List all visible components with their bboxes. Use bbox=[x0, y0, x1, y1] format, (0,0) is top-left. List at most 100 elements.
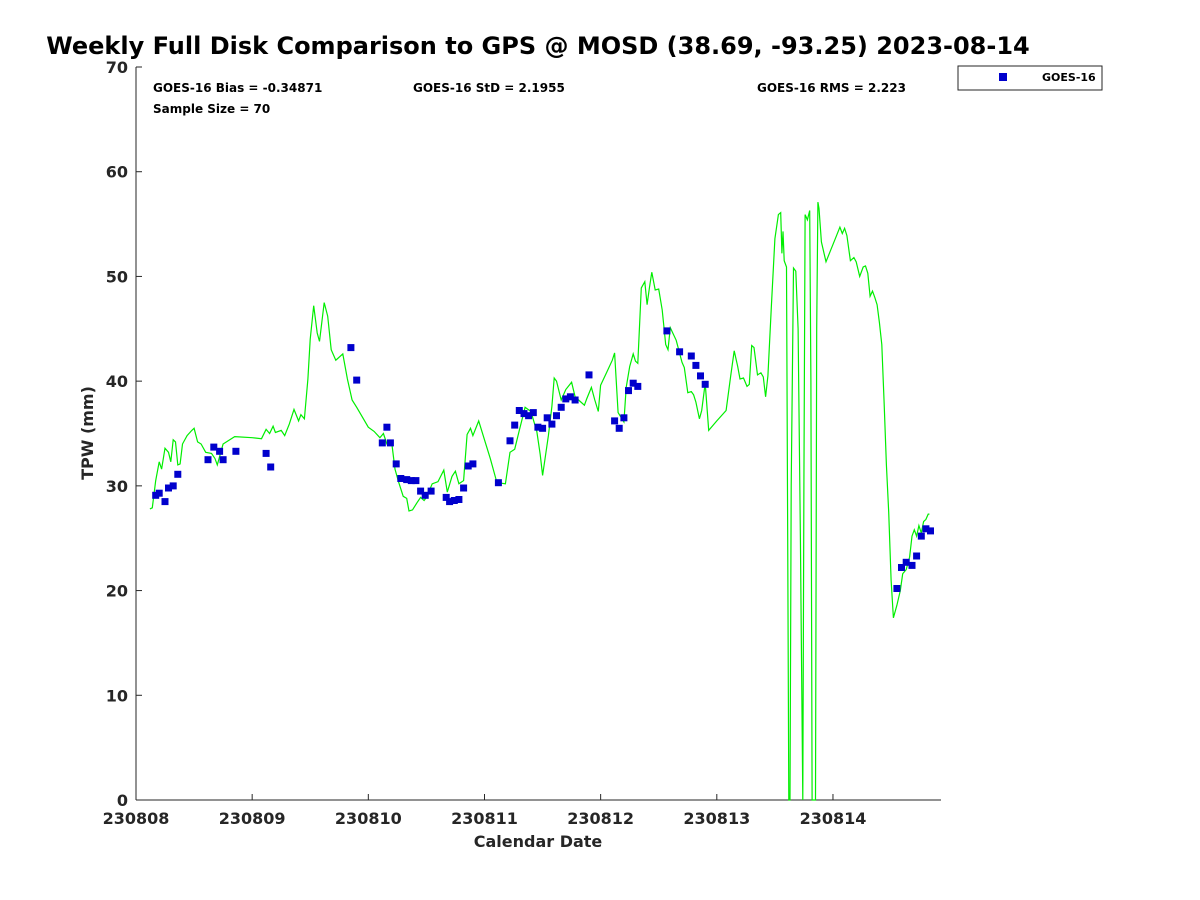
stat-bias: GOES-16 Bias = -0.34871 bbox=[153, 81, 322, 95]
goes16-point bbox=[898, 564, 905, 571]
x-tick-label: 230809 bbox=[219, 809, 286, 828]
stat-rms: GOES-16 RMS = 2.223 bbox=[757, 81, 906, 95]
goes16-point bbox=[566, 393, 574, 401]
series-layer bbox=[149, 201, 934, 801]
goes16-point bbox=[494, 479, 502, 487]
goes16-point bbox=[155, 489, 163, 497]
goes16-point bbox=[557, 403, 565, 411]
goes16-point bbox=[663, 327, 671, 335]
x-tick-label: 230811 bbox=[451, 809, 518, 828]
legend: GOES-16 bbox=[957, 65, 1103, 91]
goes16-point bbox=[534, 423, 542, 431]
goes16-point bbox=[174, 470, 182, 478]
y-tick-label: 50 bbox=[106, 267, 128, 286]
x-axis-ticks: 230808 230809 230810 230811 230812 230813 2308… bbox=[103, 794, 867, 828]
goes16-point bbox=[585, 371, 593, 379]
x-tick-label: 230810 bbox=[335, 809, 402, 828]
x-tick-label: 230808 bbox=[103, 809, 170, 828]
goes16-point bbox=[620, 414, 628, 422]
goes16-point bbox=[571, 396, 579, 404]
goes16-point bbox=[687, 352, 695, 360]
y-tick-label: 40 bbox=[106, 372, 128, 391]
goes16-point bbox=[204, 456, 212, 464]
y-axis-label: TPW (mm) bbox=[78, 386, 97, 480]
goes16-point bbox=[562, 395, 570, 403]
y-tick-label: 0 bbox=[117, 791, 128, 810]
goes16-point bbox=[615, 424, 623, 432]
goes16-point bbox=[442, 493, 450, 501]
goes16-point bbox=[169, 482, 177, 490]
plot-frame bbox=[136, 67, 941, 800]
goes16-point bbox=[407, 477, 415, 485]
goes16-point bbox=[625, 387, 632, 395]
x-tick-label: 230814 bbox=[800, 809, 867, 828]
goes16-point bbox=[908, 561, 916, 569]
goes16-point bbox=[161, 498, 169, 506]
goes16-point bbox=[469, 460, 477, 468]
y-tick-label: 60 bbox=[106, 163, 128, 182]
gps-line bbox=[149, 201, 930, 801]
goes16-point bbox=[464, 462, 472, 470]
goes16-point bbox=[460, 484, 468, 492]
goes16-point bbox=[450, 497, 458, 504]
goes16-point bbox=[232, 447, 240, 455]
goes16-point bbox=[913, 552, 921, 560]
x-tick-label: 230812 bbox=[567, 809, 634, 828]
y-tick-label: 70 bbox=[106, 58, 128, 77]
y-tick-label: 30 bbox=[106, 477, 128, 496]
legend-marker-goes16 bbox=[999, 73, 1007, 81]
goes16-point bbox=[927, 527, 934, 535]
goes16-point bbox=[539, 424, 547, 432]
goes16-point bbox=[378, 439, 386, 447]
x-tick-label: 230813 bbox=[683, 809, 750, 828]
goes16-point bbox=[543, 414, 551, 422]
goes16-point bbox=[902, 558, 910, 566]
goes16-point bbox=[697, 372, 704, 380]
y-tick-label: 20 bbox=[106, 582, 128, 601]
goes16-point bbox=[511, 421, 519, 429]
goes16-point bbox=[262, 449, 270, 457]
goes16-point bbox=[417, 487, 425, 495]
goes16-point bbox=[165, 484, 172, 492]
goes16-point bbox=[421, 491, 429, 499]
goes16-point bbox=[392, 460, 400, 468]
goes16-point bbox=[701, 380, 709, 388]
stat-sample-size: Sample Size = 70 bbox=[153, 102, 270, 116]
goes16-point bbox=[383, 423, 391, 431]
goes16-point bbox=[529, 409, 537, 417]
goes16-point bbox=[506, 437, 514, 445]
goes16-point bbox=[893, 585, 901, 592]
goes16-point bbox=[692, 361, 700, 369]
y-tick-label: 10 bbox=[106, 686, 128, 705]
goes16-point bbox=[347, 344, 355, 352]
goes16-point bbox=[267, 463, 275, 471]
goes16-point bbox=[515, 407, 523, 414]
goes16-point bbox=[455, 496, 463, 503]
goes16-point bbox=[525, 412, 533, 420]
goes16-point bbox=[676, 348, 684, 356]
plot-area: 0 10 20 30 40 50 60 70 230808 230809 230810 230811… bbox=[103, 58, 941, 828]
goes16-point bbox=[634, 382, 642, 390]
goes16-point bbox=[412, 477, 420, 485]
chart-title: Weekly Full Disk Comparison to GPS @ MOS… bbox=[46, 32, 1029, 60]
stat-std: GOES-16 StD = 2.1955 bbox=[413, 81, 565, 95]
goes16-point bbox=[629, 379, 637, 387]
goes16-point bbox=[210, 443, 218, 451]
goes16-point bbox=[219, 456, 227, 464]
goes16-point bbox=[611, 417, 619, 425]
goes16-point bbox=[397, 475, 405, 482]
goes16-point bbox=[922, 525, 930, 533]
goes16-point bbox=[446, 498, 454, 506]
x-axis-label: Calendar Date bbox=[474, 832, 603, 851]
goes16-point bbox=[520, 410, 528, 418]
legend-box bbox=[957, 65, 1103, 91]
goes16-point bbox=[553, 412, 560, 420]
goes16-point bbox=[548, 420, 556, 428]
goes16-point bbox=[386, 439, 394, 447]
goes16-point bbox=[353, 376, 361, 384]
legend-label-goes16: GOES-16 bbox=[1042, 71, 1096, 84]
goes16-point bbox=[403, 476, 411, 484]
y-axis-ticks: 0 10 20 30 40 50 60 70 bbox=[106, 58, 142, 810]
goes16-point bbox=[216, 447, 224, 455]
